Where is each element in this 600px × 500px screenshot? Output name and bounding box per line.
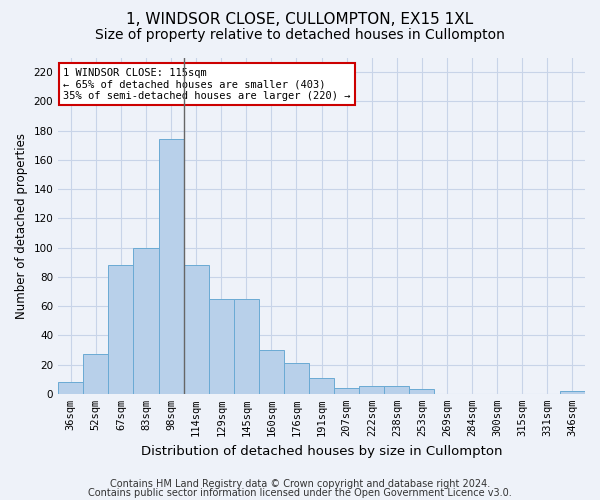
Bar bbox=[359, 386, 385, 394]
Text: Contains HM Land Registry data © Crown copyright and database right 2024.: Contains HM Land Registry data © Crown c… bbox=[110, 479, 490, 489]
Text: Size of property relative to detached houses in Cullompton: Size of property relative to detached ho… bbox=[95, 28, 505, 42]
Bar bbox=[284, 363, 309, 394]
Text: Contains public sector information licensed under the Open Government Licence v3: Contains public sector information licen… bbox=[88, 488, 512, 498]
Text: 1, WINDSOR CLOSE, CULLOMPTON, EX15 1XL: 1, WINDSOR CLOSE, CULLOMPTON, EX15 1XL bbox=[127, 12, 473, 28]
Bar bbox=[158, 140, 184, 394]
Y-axis label: Number of detached properties: Number of detached properties bbox=[15, 132, 28, 318]
Bar bbox=[109, 265, 133, 394]
Bar bbox=[58, 382, 83, 394]
Text: 1 WINDSOR CLOSE: 115sqm
← 65% of detached houses are smaller (403)
35% of semi-d: 1 WINDSOR CLOSE: 115sqm ← 65% of detache… bbox=[64, 68, 351, 101]
Bar bbox=[133, 248, 158, 394]
Bar bbox=[259, 350, 284, 394]
X-axis label: Distribution of detached houses by size in Cullompton: Distribution of detached houses by size … bbox=[141, 444, 502, 458]
Bar bbox=[184, 265, 209, 394]
Bar bbox=[309, 378, 334, 394]
Bar bbox=[560, 391, 585, 394]
Bar bbox=[234, 299, 259, 394]
Bar bbox=[385, 386, 409, 394]
Bar bbox=[83, 354, 109, 394]
Bar bbox=[334, 388, 359, 394]
Bar bbox=[409, 390, 434, 394]
Bar bbox=[209, 299, 234, 394]
